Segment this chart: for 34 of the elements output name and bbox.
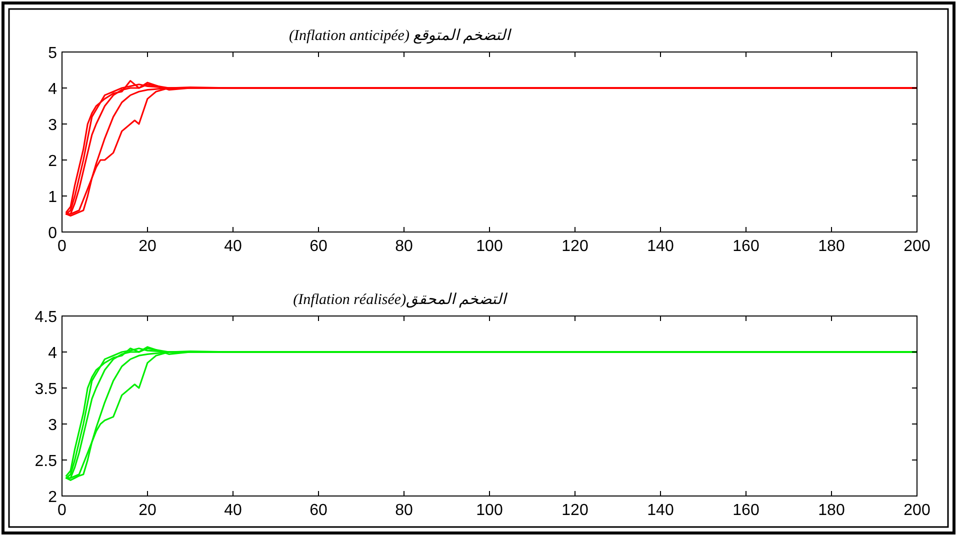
y-tick-label: 3.5 — [34, 381, 58, 398]
x-tick-label: 140 — [647, 502, 674, 519]
y-tick-label: 4 — [48, 345, 58, 362]
x-tick-label: 120 — [562, 238, 588, 255]
x-tick-label: 40 — [224, 238, 242, 255]
y-tick-label: 5 — [48, 45, 58, 62]
x-tick-label: 140 — [647, 238, 674, 255]
y-tick-label: 1 — [48, 189, 58, 206]
x-tick-label: 60 — [310, 502, 328, 519]
y-tick-label: 2.5 — [34, 453, 58, 470]
x-tick-label: 200 — [904, 502, 930, 519]
x-tick-label: 40 — [224, 502, 242, 519]
y-tick-label: 3 — [48, 117, 58, 134]
x-tick-label: 200 — [904, 238, 930, 255]
y-tick-label: 2 — [48, 489, 58, 506]
x-tick-label: 180 — [818, 238, 845, 255]
x-tick-label: 100 — [476, 502, 503, 519]
x-tick-label: 120 — [562, 502, 588, 519]
x-tick-label: 60 — [310, 238, 328, 255]
x-tick-label: 20 — [138, 238, 156, 255]
y-tick-label: 2 — [48, 153, 58, 170]
chart-title: التضخم المتوقع (Inflation anticipée) — [289, 28, 512, 44]
x-tick-label: 80 — [395, 238, 413, 255]
y-tick-label: 4 — [48, 81, 58, 98]
x-tick-label: 100 — [476, 238, 503, 255]
x-tick-label: 160 — [732, 502, 760, 519]
x-tick-label: 20 — [138, 502, 156, 519]
y-tick-label: 3 — [48, 417, 58, 434]
x-tick-label: 160 — [732, 238, 760, 255]
y-tick-label: 4.5 — [34, 309, 58, 326]
y-tick-label: 0 — [48, 225, 58, 242]
x-tick-label: 80 — [395, 502, 413, 519]
chart-title: التضخم المحقق(Inflation réalisée) — [293, 292, 508, 308]
x-tick-label: 180 — [818, 502, 845, 519]
